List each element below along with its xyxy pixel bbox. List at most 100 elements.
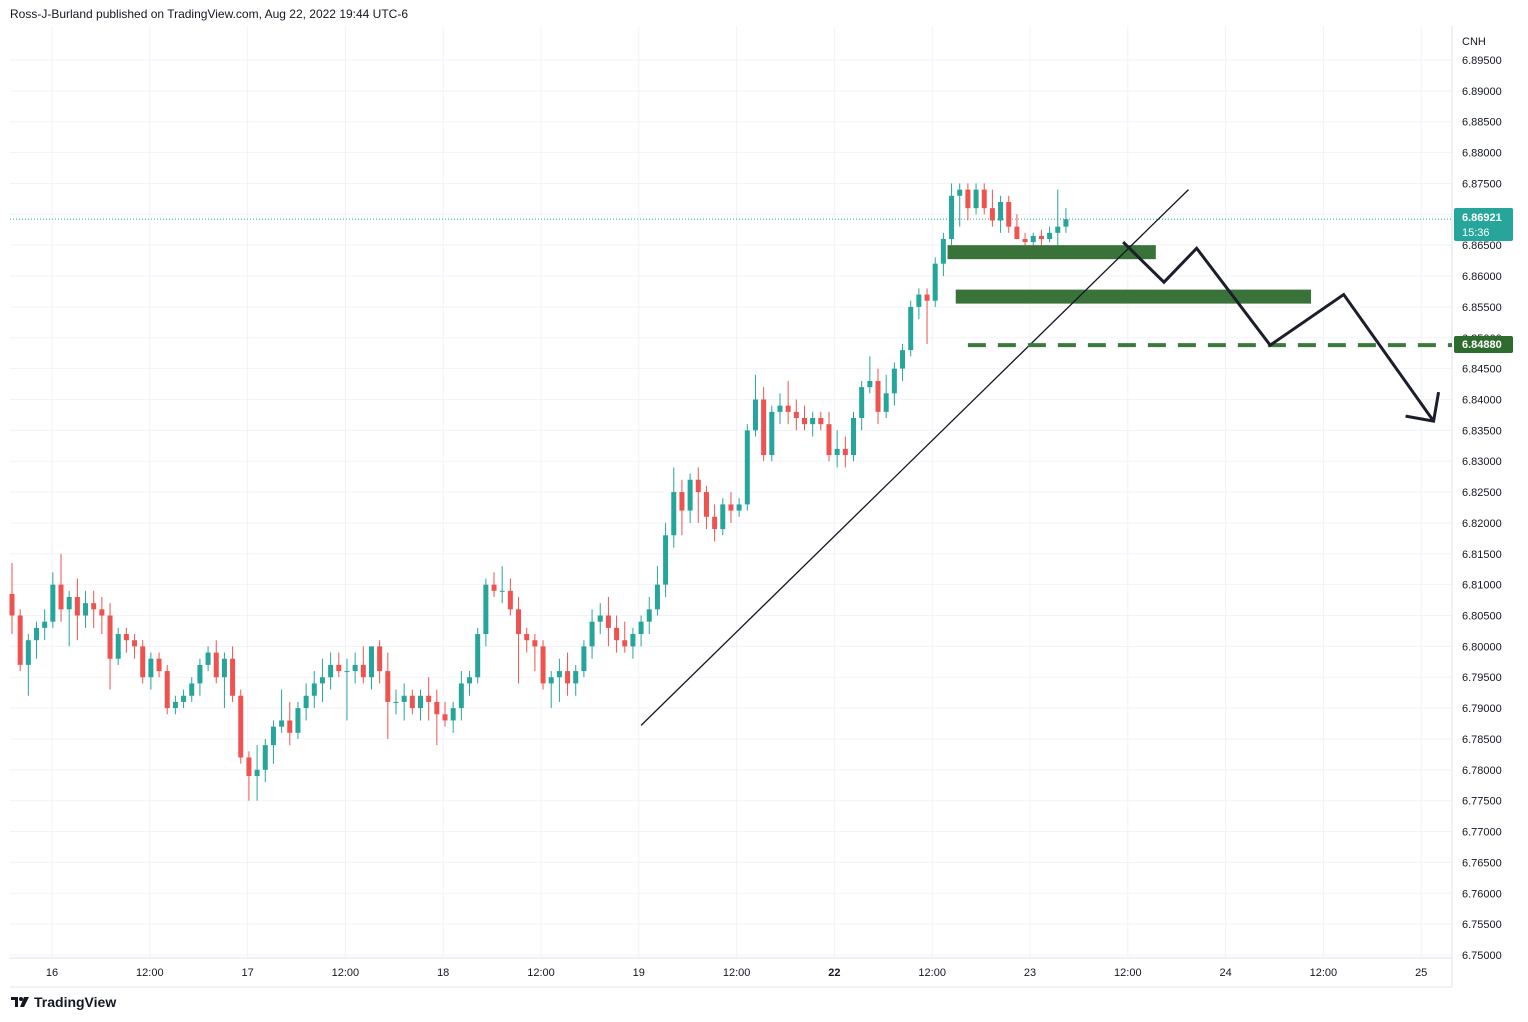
candle-up <box>916 288 922 320</box>
candle-body <box>254 769 260 776</box>
x-tick-label: 12:00 <box>527 967 555 979</box>
candle-body <box>891 368 897 394</box>
candle-body <box>1022 239 1028 243</box>
candle-body <box>736 504 742 511</box>
candle-body <box>654 584 660 610</box>
candle-body <box>785 405 791 412</box>
candle-body <box>556 671 562 678</box>
candle-up <box>172 695 178 715</box>
candle-up <box>475 627 481 684</box>
candle-body <box>614 627 620 641</box>
candle-up <box>83 590 89 628</box>
candle-down <box>140 640 146 684</box>
candle-up <box>589 609 595 659</box>
y-tick-label: 6.76000 <box>1462 888 1502 900</box>
x-tick-label: 18 <box>437 967 449 979</box>
candle-up <box>148 652 154 690</box>
candle-up <box>254 745 260 801</box>
candle-body <box>270 726 276 746</box>
candle-up <box>42 609 48 641</box>
candle-body <box>311 683 317 696</box>
candle-up <box>189 677 195 702</box>
candles <box>9 183 1069 801</box>
candle-up <box>303 683 309 721</box>
candle-body <box>238 695 244 758</box>
candle-up <box>891 362 897 406</box>
candle-up <box>859 380 865 431</box>
candle-up <box>940 232 946 277</box>
projection-zigzag <box>1122 241 1435 422</box>
candle-down <box>9 563 15 635</box>
y-tick-label: 6.88500 <box>1462 117 1502 129</box>
candle-up <box>769 405 775 462</box>
candle-body <box>205 652 211 665</box>
candle-body <box>393 701 399 703</box>
y-tick-label: 6.89000 <box>1462 86 1502 98</box>
candle-body <box>589 621 595 647</box>
candle-body <box>58 584 64 610</box>
candle-down <box>622 621 628 653</box>
candle-down <box>989 189 995 227</box>
y-tick-label: 6.84000 <box>1462 394 1502 406</box>
candle-up <box>777 393 783 425</box>
candle-body <box>115 634 121 659</box>
candle-body <box>883 393 889 412</box>
supply-zone <box>955 289 1312 304</box>
candle-up <box>368 646 374 690</box>
candle-body <box>434 701 440 715</box>
candle-body <box>83 603 89 616</box>
candle-up <box>900 343 906 381</box>
candle-body <box>360 664 366 678</box>
y-tick-label: 6.84500 <box>1462 364 1502 376</box>
candle-down <box>793 399 799 431</box>
candle-up <box>1047 226 1053 243</box>
candle-up <box>998 195 1004 233</box>
candle-body <box>401 695 407 702</box>
candle-down <box>1022 232 1028 246</box>
candle-body <box>25 640 31 665</box>
candle-down <box>107 603 113 690</box>
y-tick-label: 6.80000 <box>1462 641 1502 653</box>
candle-down <box>1014 214 1020 239</box>
y-tick-label: 6.79500 <box>1462 672 1502 684</box>
candle-down <box>230 646 236 702</box>
candle-body <box>630 634 636 647</box>
candle-body <box>859 387 865 418</box>
candle-body <box>949 195 955 239</box>
x-tick-label: 12:00 <box>1114 967 1142 979</box>
y-tick-label: 6.75500 <box>1462 919 1502 931</box>
y-tick-label: 6.82500 <box>1462 487 1502 499</box>
candle-body <box>940 239 946 264</box>
candle-up <box>720 498 726 536</box>
candle-down <box>818 411 824 431</box>
y-tick-label: 6.81500 <box>1462 549 1502 561</box>
candle-body <box>507 590 513 610</box>
candle-down <box>336 652 342 678</box>
tradingview-logo-icon <box>11 997 29 1007</box>
y-tick-label: 6.76500 <box>1462 857 1502 869</box>
candle-down <box>524 627 530 653</box>
candle-body <box>140 646 146 678</box>
candle-body <box>638 621 644 635</box>
ascending-trendline <box>640 189 1189 726</box>
candle-body <box>50 584 56 622</box>
candle-body <box>565 671 571 684</box>
candle-body <box>221 658 227 678</box>
tradingview-footer[interactable]: TradingView <box>10 994 116 1010</box>
candle-body <box>712 516 718 530</box>
candle-body <box>744 430 750 505</box>
candle-up <box>646 597 652 635</box>
y-tick-label: 6.79000 <box>1462 703 1502 715</box>
candle-down <box>761 387 767 462</box>
candle-down <box>17 609 23 672</box>
candle-body <box>752 399 758 431</box>
candle-down <box>565 652 571 696</box>
candle-body <box>328 664 334 678</box>
candle-body <box>74 597 80 616</box>
y-tick-label: 6.78000 <box>1462 765 1502 777</box>
candle-body <box>426 695 432 702</box>
candle-down <box>516 597 522 684</box>
candle-down <box>99 597 105 635</box>
candle-body <box>197 664 203 684</box>
